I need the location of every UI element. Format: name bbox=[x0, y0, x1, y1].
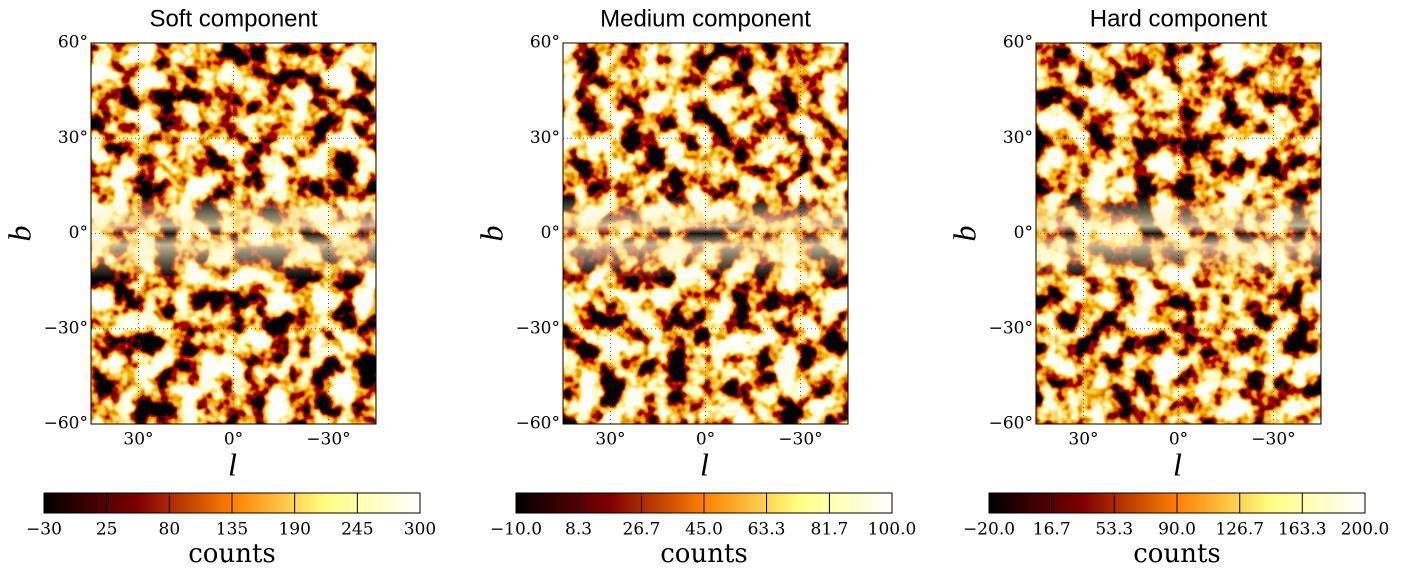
plane-band bbox=[1036, 43, 1321, 424]
x-axis-label: l bbox=[1173, 446, 1182, 482]
y-tick-label: 0° bbox=[1014, 223, 1033, 243]
y-tick-label: 30° bbox=[58, 128, 88, 148]
y-tick-label: −60° bbox=[989, 414, 1033, 434]
colorbar-tick-label: 200.0 bbox=[1341, 520, 1390, 540]
x-tick-label: 30° bbox=[1068, 430, 1098, 450]
colorbar-label: counts bbox=[1133, 539, 1221, 569]
x-tick-label: 30° bbox=[595, 430, 625, 450]
y-tick-label: 0° bbox=[69, 223, 88, 243]
plane-band bbox=[563, 43, 848, 424]
panel-title: Soft component bbox=[149, 5, 317, 32]
y-tick-label: −60° bbox=[516, 414, 560, 434]
colorbar-tick-label: 16.7 bbox=[1033, 520, 1071, 540]
panel-title: Medium component bbox=[600, 5, 811, 32]
colorbar-tick-label: 190 bbox=[278, 520, 310, 540]
x-tick-label: 30° bbox=[123, 430, 153, 450]
x-tick-label: −30° bbox=[778, 430, 822, 450]
y-tick-label: 60° bbox=[58, 33, 88, 53]
y-axis-label: b bbox=[1, 226, 37, 242]
y-tick-label: 60° bbox=[1003, 33, 1033, 53]
colorbar-tick-label: 90.0 bbox=[1158, 520, 1196, 540]
x-axis-label: l bbox=[228, 446, 237, 482]
colorbar-tick-label: 81.7 bbox=[811, 520, 849, 540]
colorbar-tick-label: 126.7 bbox=[1215, 520, 1264, 540]
colorbar-tick-label: 300 bbox=[404, 520, 436, 540]
colorbar-tick-label: 135 bbox=[216, 520, 248, 540]
y-tick-label: −30° bbox=[989, 318, 1033, 338]
colorbar-tick-label: 63.3 bbox=[748, 520, 786, 540]
x-tick-label: 0° bbox=[1169, 430, 1188, 450]
x-tick-label: 0° bbox=[696, 430, 715, 450]
colorbar-tick-label: 100.0 bbox=[868, 520, 917, 540]
colorbar-tick-label: 163.3 bbox=[1278, 520, 1327, 540]
y-tick-label: 60° bbox=[530, 33, 560, 53]
x-axis-label: l bbox=[700, 446, 709, 482]
colorbar-tick-label: 25 bbox=[96, 520, 118, 540]
colorbar-tick-label: 80 bbox=[159, 520, 181, 540]
colorbar-tick-label: 245 bbox=[341, 520, 373, 540]
colorbar-tick-label: −30 bbox=[26, 520, 62, 540]
colorbar-label: counts bbox=[660, 539, 748, 569]
colorbar-label: counts bbox=[188, 539, 276, 569]
plane-band bbox=[91, 43, 376, 424]
y-tick-label: 30° bbox=[1003, 128, 1033, 148]
y-tick-label: 0° bbox=[541, 223, 560, 243]
colorbar-tick-label: −10.0 bbox=[490, 520, 542, 540]
panel-title: Hard component bbox=[1090, 5, 1268, 32]
y-axis-label: b bbox=[946, 226, 982, 242]
x-tick-label: −30° bbox=[306, 430, 350, 450]
colorbar-tick-label: 45.0 bbox=[685, 520, 723, 540]
y-axis-label: b bbox=[473, 226, 509, 242]
x-tick-label: 0° bbox=[224, 430, 243, 450]
x-tick-label: −30° bbox=[1251, 430, 1295, 450]
colorbar-tick-label: 53.3 bbox=[1095, 520, 1133, 540]
colorbar-tick-label: 8.3 bbox=[565, 520, 592, 540]
colorbar-tick-label: 26.7 bbox=[623, 520, 661, 540]
y-tick-label: 30° bbox=[530, 128, 560, 148]
y-tick-label: −60° bbox=[44, 414, 88, 434]
colorbar-tick-label: −20.0 bbox=[963, 520, 1015, 540]
y-tick-label: −30° bbox=[516, 318, 560, 338]
y-tick-label: −30° bbox=[44, 318, 88, 338]
